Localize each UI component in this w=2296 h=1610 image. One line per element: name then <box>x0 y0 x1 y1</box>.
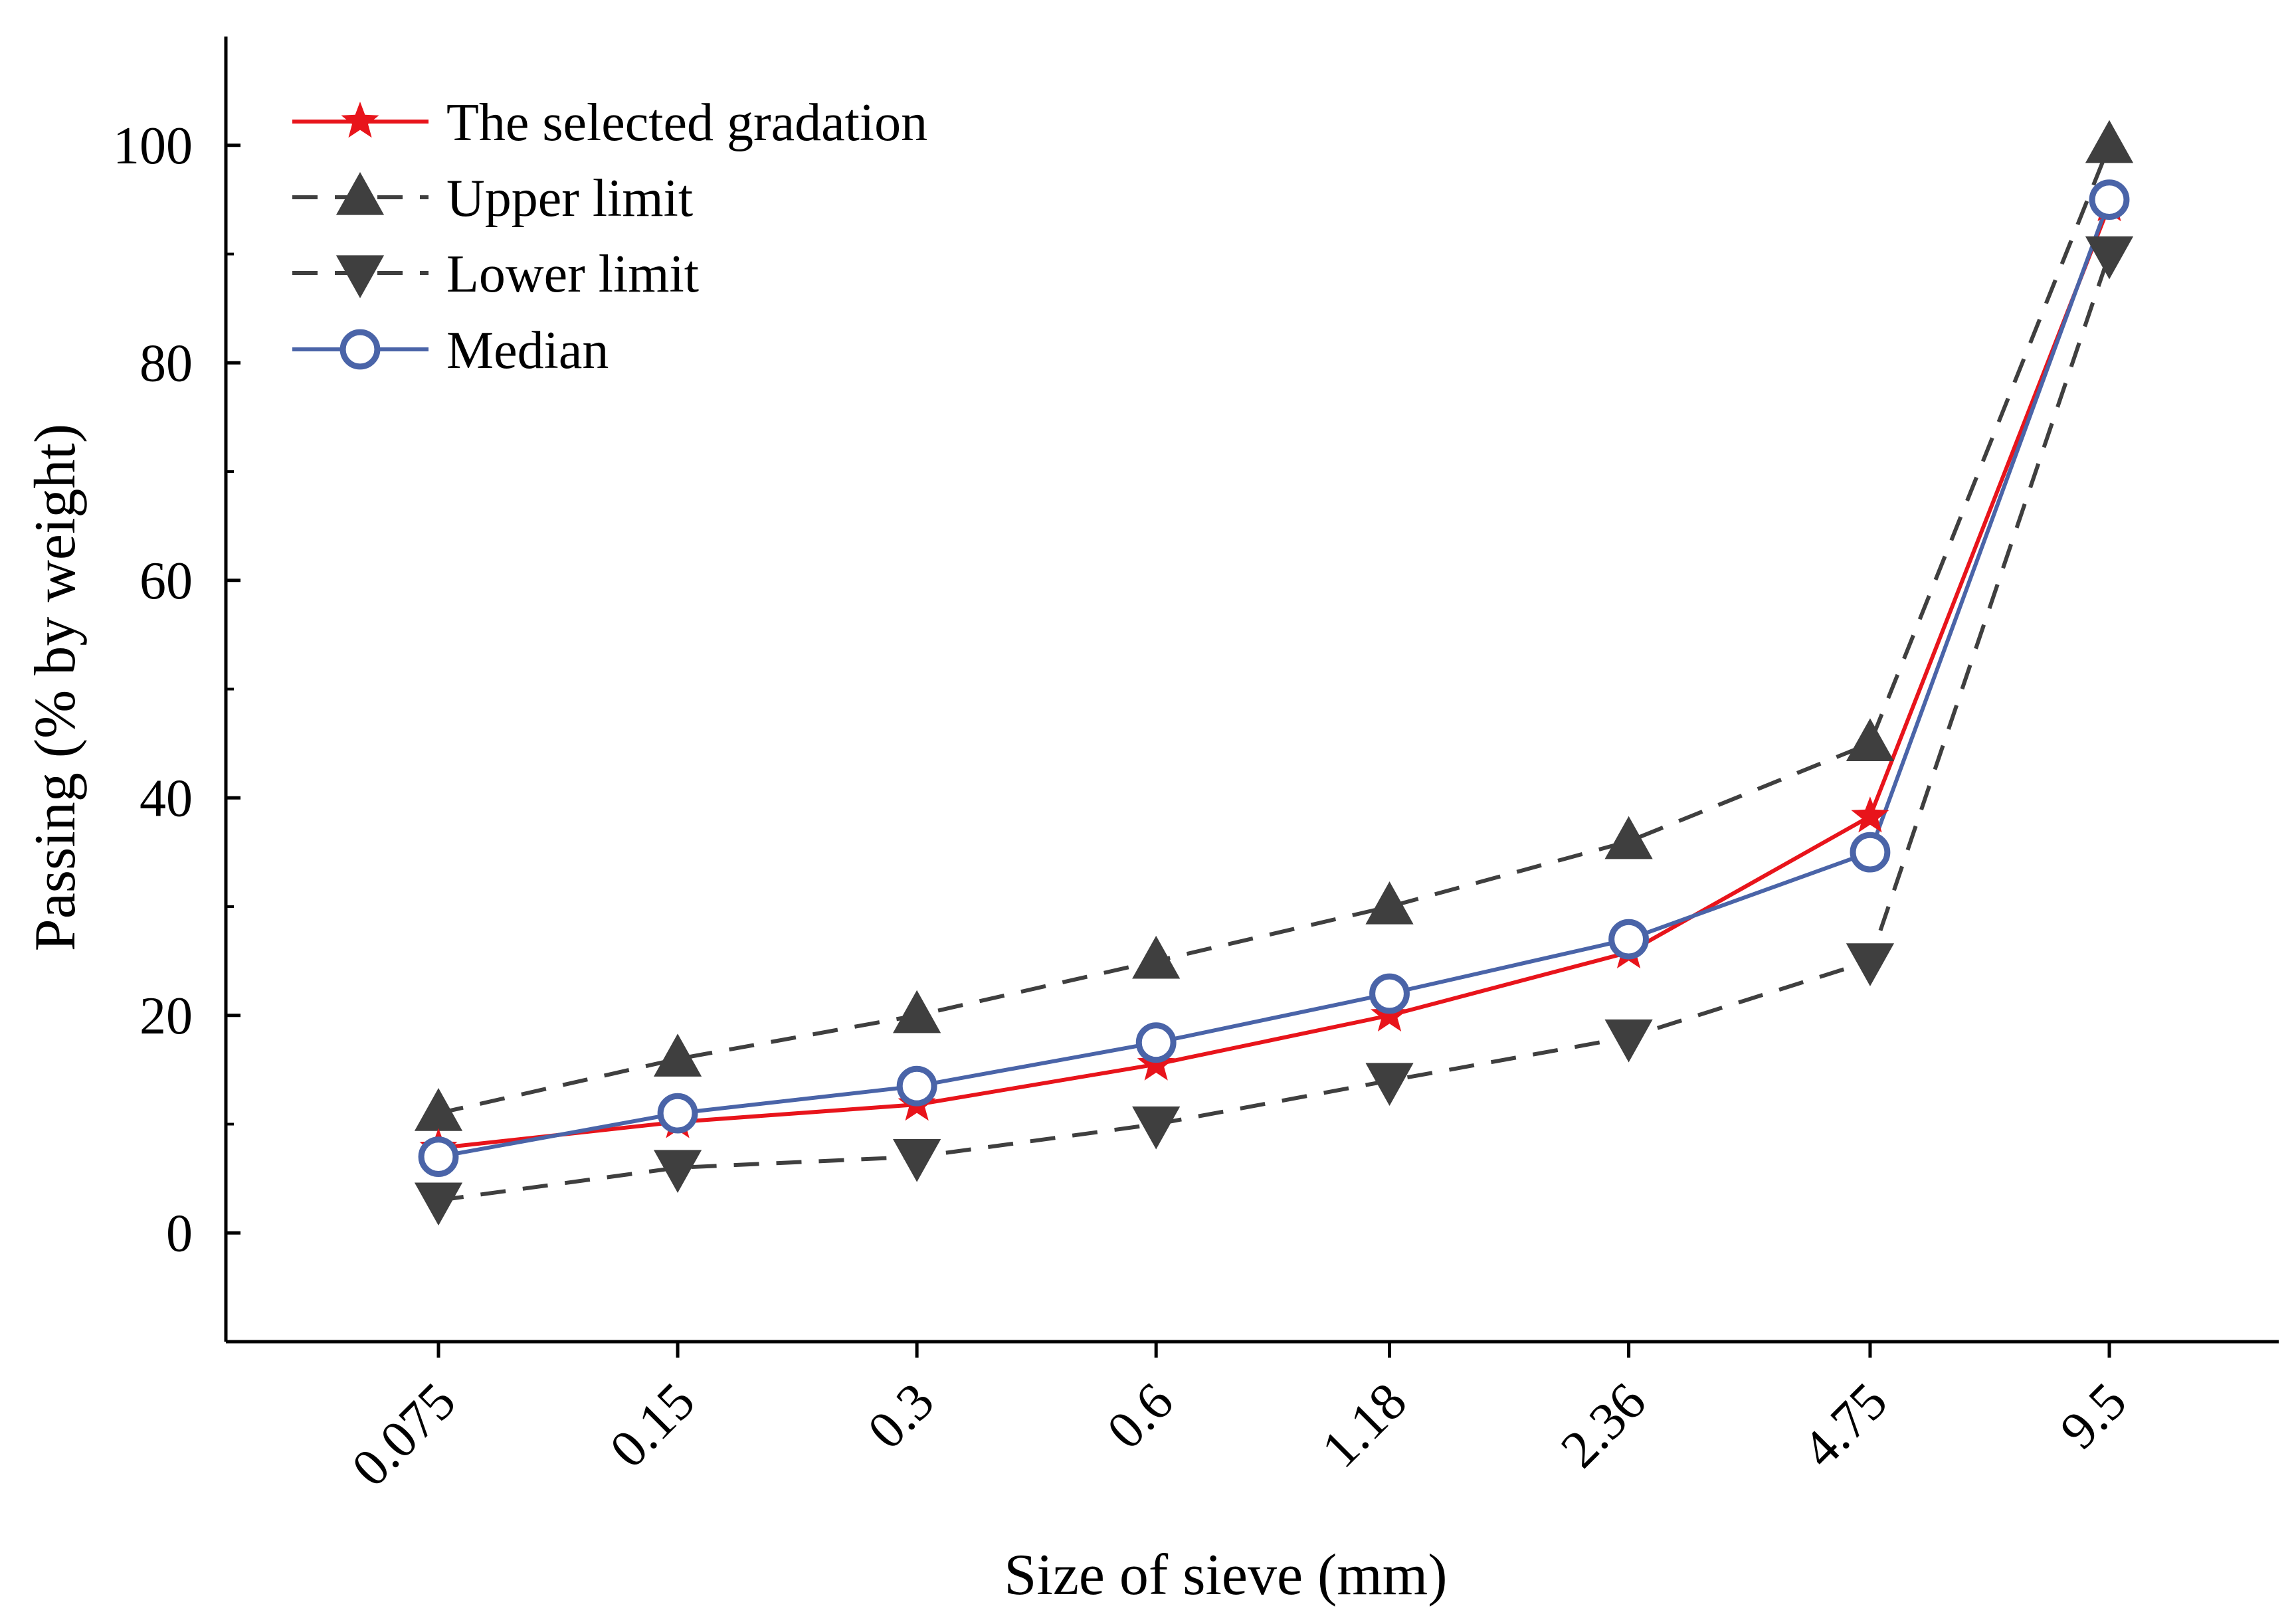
legend: The selected gradation Upper limit Lower l… <box>292 94 927 380</box>
x-axis-title: Size of sieve (mm) <box>1004 1543 1447 1607</box>
marker-upper-limit <box>1132 935 1181 979</box>
series-line-median <box>438 199 2111 1159</box>
marker-upper-limit <box>2085 120 2134 163</box>
y-tick-label: 80 <box>140 334 193 393</box>
marker-lower-limit <box>1365 1063 1414 1106</box>
marker-upper-limit <box>653 1033 702 1077</box>
y-tick-label: 60 <box>140 552 193 610</box>
legend-marker <box>335 172 385 215</box>
y-tick-label: 20 <box>140 987 193 1045</box>
marker-median <box>657 1093 698 1134</box>
y-axis-ticks: 0 20 40 60 80 100 <box>113 117 240 1263</box>
y-tick-label: 0 <box>166 1204 193 1263</box>
legend-label: Median <box>446 321 609 380</box>
marker-median <box>2089 179 2130 221</box>
legend-item-upper-limit: Upper limit <box>292 169 693 228</box>
marker-lower-limit <box>1132 1106 1181 1150</box>
legend-marker <box>339 329 381 370</box>
legend-marker <box>341 102 379 138</box>
y-tick-label: 100 <box>113 117 193 175</box>
marker-lower-limit <box>414 1182 463 1226</box>
legend-marker <box>335 255 385 298</box>
marker-lower-limit <box>1846 943 1895 986</box>
series-markers <box>414 120 2134 1226</box>
series-lines <box>438 144 2111 1203</box>
legend-label: Lower limit <box>446 245 699 304</box>
marker-median <box>1135 1022 1177 1063</box>
marker-upper-limit <box>1365 881 1414 925</box>
legend-item-the-selected-gradation: The selected gradation <box>292 94 927 152</box>
marker-lower-limit <box>653 1150 702 1193</box>
marker-upper-limit <box>893 990 941 1033</box>
series-line-upper-limit <box>438 144 2111 1116</box>
marker-median <box>418 1136 459 1178</box>
legend-label: The selected gradation <box>446 94 927 152</box>
marker-upper-limit <box>1846 718 1895 761</box>
series-line-lower-limit <box>438 253 2111 1203</box>
marker-median <box>1608 919 1650 960</box>
marker-lower-limit <box>1604 1019 1653 1063</box>
series-line-the-selected-gradation <box>438 204 2111 1150</box>
legend-label: Upper limit <box>446 169 693 228</box>
marker-lower-limit <box>2085 236 2134 280</box>
marker-median <box>1850 832 1891 873</box>
legend-item-median: Median <box>292 321 609 380</box>
marker-upper-limit <box>1604 816 1653 859</box>
marker-the-selected-gradation <box>1851 796 1889 833</box>
legend-item-lower-limit: Lower limit <box>292 245 699 304</box>
marker-lower-limit <box>893 1139 941 1182</box>
marker-median <box>896 1065 937 1107</box>
marker-median <box>1369 973 1410 1014</box>
marker-upper-limit <box>414 1088 463 1131</box>
y-axis-title: Passing (% by weight) <box>23 424 88 951</box>
y-tick-label: 40 <box>140 769 193 828</box>
